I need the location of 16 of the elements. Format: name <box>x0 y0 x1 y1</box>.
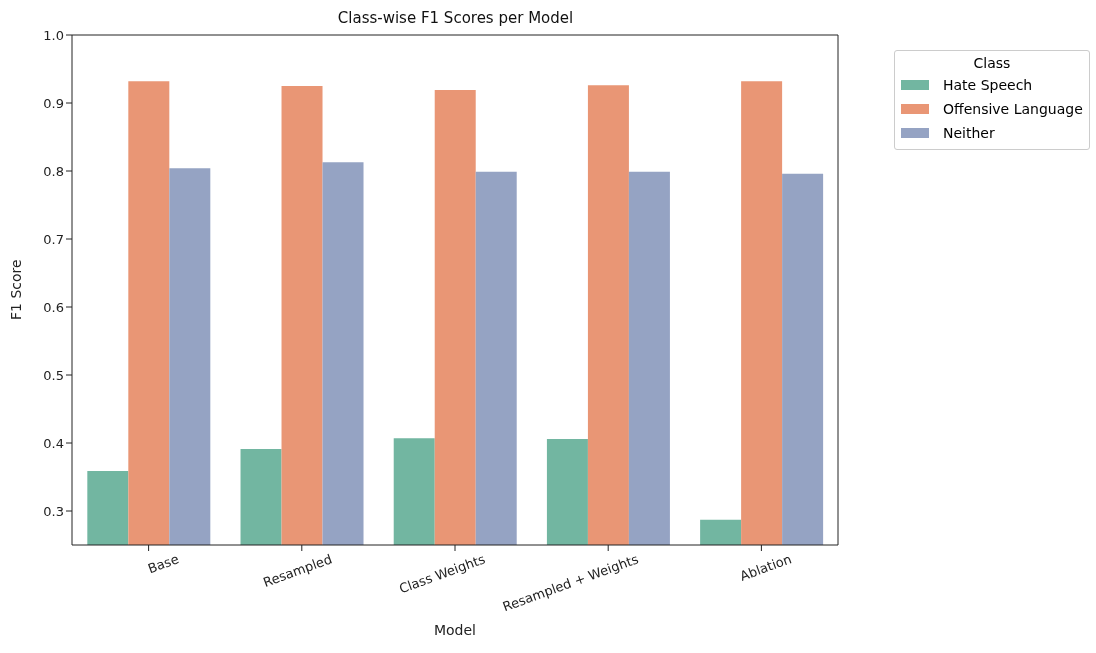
y-tick-label: 0.5 <box>43 367 64 383</box>
y-axis-title: F1 Score <box>7 259 24 320</box>
legend-label: Neither <box>943 125 995 141</box>
chart-title: Class-wise F1 Scores per Model <box>336 9 575 27</box>
y-tick-label: 0.7 <box>43 231 64 247</box>
y-tick-label: 0.4 <box>43 435 64 451</box>
legend-label: Offensive Language <box>943 101 1083 117</box>
y-tick-label: 0.9 <box>43 95 64 111</box>
y-tick-label: 0.8 <box>43 163 64 179</box>
y-tick-label: 1.0 <box>43 27 64 43</box>
x-tick-label: Base <box>145 551 181 577</box>
legend-label: Hate Speech <box>943 77 1033 93</box>
x-axis-title: Model <box>433 622 477 638</box>
y-tick-label: 0.6 <box>43 299 64 315</box>
y-tick-label: 0.3 <box>43 503 64 519</box>
legend-title: Class <box>972 55 1012 71</box>
